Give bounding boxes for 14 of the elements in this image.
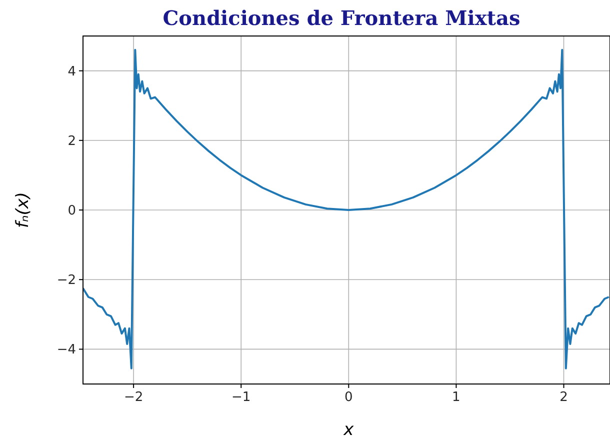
x-tick-label: −2 bbox=[124, 390, 144, 405]
chart-title: Condiciones de Frontera Mixtas bbox=[162, 6, 520, 30]
x-tick-label: 1 bbox=[452, 390, 460, 405]
x-tick-label: 0 bbox=[344, 390, 353, 405]
line-series bbox=[83, 48, 610, 370]
x-axis-title: x bbox=[342, 420, 355, 440]
y-tick-label: 0 bbox=[68, 204, 76, 218]
y-tick-label: −2 bbox=[56, 273, 76, 288]
y-tick-label: 2 bbox=[68, 134, 76, 149]
y-axis-title: fₙ(x) bbox=[13, 192, 33, 228]
x-tick-label: 2 bbox=[560, 390, 568, 405]
y-tick-label: −4 bbox=[56, 342, 76, 358]
y-tick-label: 4 bbox=[68, 64, 76, 80]
x-tick-label: −1 bbox=[232, 390, 251, 405]
